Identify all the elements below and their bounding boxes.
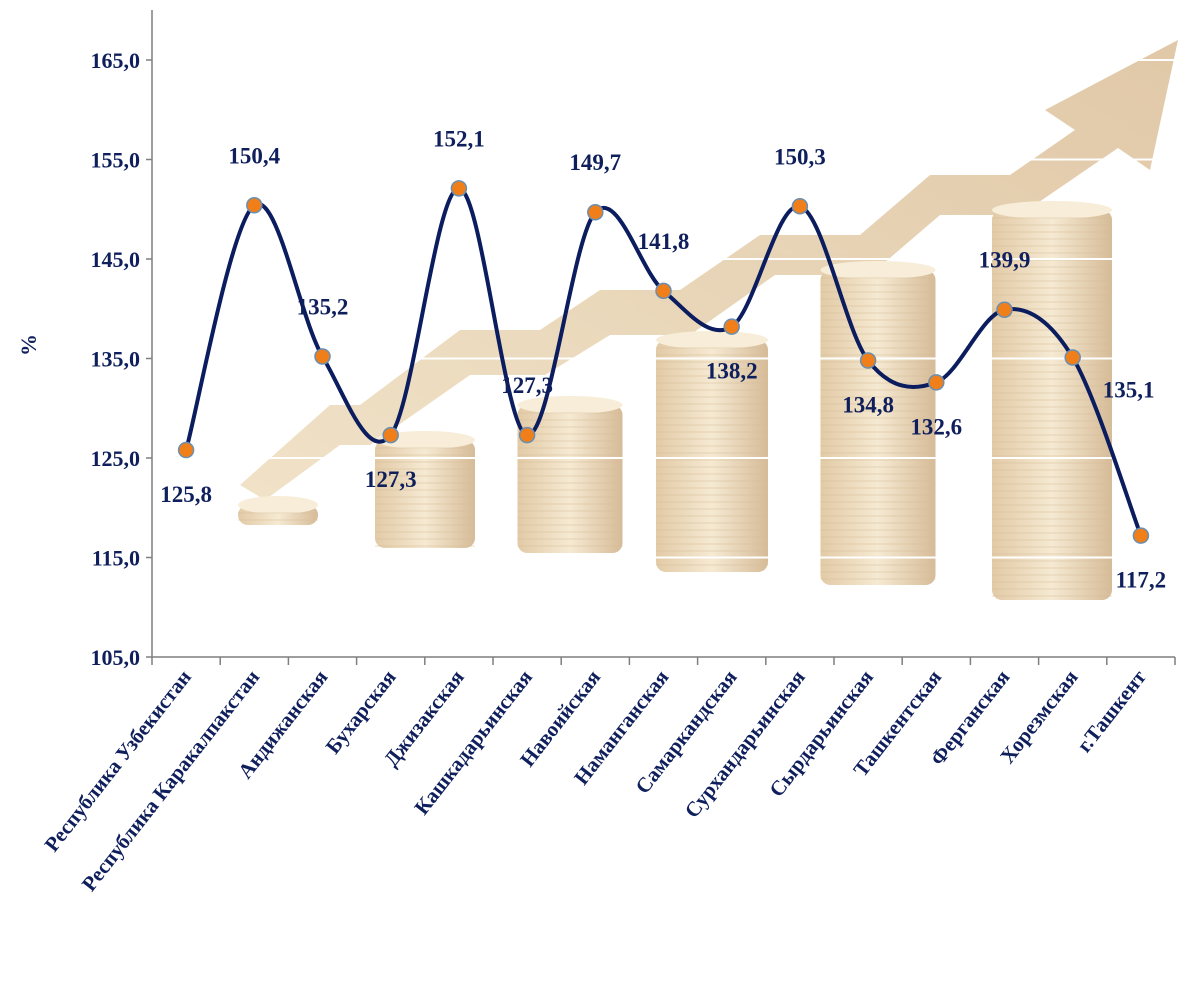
y-tick-label: 165,0 — [91, 48, 141, 73]
data-point — [655, 282, 672, 300]
coin-top — [238, 496, 318, 514]
data-point — [1132, 527, 1150, 544]
coin-stacks-illustration — [238, 201, 1112, 600]
data-point — [314, 348, 331, 365]
y-tick-label: 125,0 — [91, 446, 141, 471]
data-point — [859, 352, 877, 369]
coin-top — [517, 396, 623, 414]
y-tick-label: 135,0 — [91, 347, 141, 372]
data-label: 138,2 — [706, 359, 758, 384]
data-point — [928, 374, 945, 391]
data-label: 139,9 — [979, 248, 1031, 273]
data-labels: 125,8 150,4 135,2 127,3 152,1 127,3 149,7 141,8… — [160, 126, 1166, 592]
y-tick-label: 145,0 — [91, 247, 141, 272]
data-point — [450, 180, 468, 197]
coin-top — [992, 201, 1112, 219]
data-point — [246, 197, 263, 214]
data-label: 150,4 — [228, 143, 280, 168]
y-tick-label: 115,0 — [92, 546, 140, 571]
coin-stack — [820, 270, 936, 585]
x-tick-label: Сурхандарьинская — [680, 665, 810, 822]
data-point — [723, 318, 740, 335]
data-label: 135,1 — [1103, 378, 1155, 403]
coin-top — [375, 431, 475, 449]
data-point — [587, 203, 604, 221]
data-point — [382, 426, 399, 444]
data-point — [177, 441, 195, 459]
data-point — [996, 301, 1013, 318]
data-label: 127,3 — [501, 373, 553, 398]
x-tick-label: Кашкадарьинская — [409, 665, 537, 819]
data-label: 125,8 — [160, 482, 212, 507]
data-label: 135,2 — [297, 295, 349, 320]
coin-stack — [375, 440, 475, 548]
y-tick-label: 105,0 — [91, 645, 141, 670]
data-label: 141,8 — [638, 229, 690, 254]
y-tick-label: 155,0 — [91, 148, 141, 173]
data-point — [1064, 349, 1081, 366]
coin-stack — [992, 210, 1112, 600]
background-illustration — [238, 40, 1178, 600]
coin-top — [656, 331, 768, 349]
data-label: 152,1 — [433, 126, 485, 151]
data-label: 150,3 — [774, 144, 826, 169]
y-axis-title: % — [16, 334, 41, 356]
coin-stack — [517, 405, 623, 553]
x-tick-label: г.Ташкент — [1072, 665, 1151, 757]
data-point — [791, 198, 809, 215]
y-axis-ticks: 105,0 115,0 125,0 135,0 145,0 155,0 165,0 — [91, 48, 152, 670]
data-label: 134,8 — [842, 392, 894, 417]
series-markers — [177, 180, 1150, 544]
coin-stack — [656, 340, 768, 572]
data-label: 127,3 — [365, 467, 417, 492]
data-point — [518, 426, 536, 444]
axes — [151, 10, 1175, 658]
data-label: 132,6 — [910, 414, 962, 439]
data-label: 149,7 — [569, 150, 621, 175]
data-label: 117,2 — [1116, 568, 1166, 593]
coin-top — [820, 261, 936, 279]
